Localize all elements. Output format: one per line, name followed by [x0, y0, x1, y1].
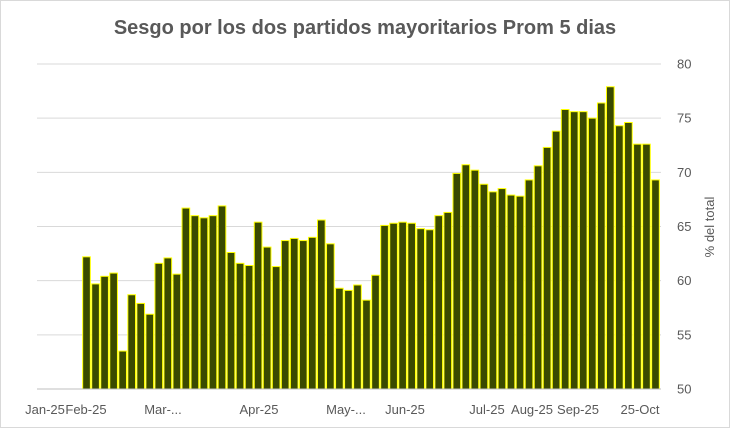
bar — [262, 246, 272, 390]
x-tick-label: Aug-25 — [511, 402, 553, 417]
bar — [425, 229, 435, 390]
bar — [100, 275, 109, 390]
bar — [569, 111, 579, 390]
bar — [289, 237, 299, 390]
bar — [533, 165, 543, 390]
bar — [488, 191, 498, 390]
bar — [596, 102, 606, 390]
chart-title: Sesgo por los dos partidos mayoritarios … — [113, 17, 617, 39]
bar — [217, 205, 227, 390]
bar — [380, 224, 389, 390]
bar — [642, 143, 651, 390]
x-tick-label: Sep-25 — [557, 402, 599, 417]
bar — [181, 207, 191, 390]
bar — [82, 256, 91, 390]
bar — [226, 252, 236, 390]
bar — [461, 164, 471, 390]
bar — [551, 130, 561, 390]
y-axis-title: % del total — [702, 197, 717, 258]
bar — [136, 302, 146, 390]
y-tick-label: 65 — [677, 219, 691, 234]
x-tick-label: 25-Oct — [620, 402, 659, 417]
y-tick-label: 80 — [677, 57, 691, 72]
bar — [271, 266, 281, 390]
x-tick-label: May-... — [326, 402, 366, 417]
bar — [316, 219, 326, 390]
x-tick-label: Feb-25 — [65, 402, 106, 417]
bar — [353, 284, 362, 390]
y-tick-label: 70 — [677, 165, 691, 180]
bar — [118, 350, 127, 390]
bar — [145, 313, 155, 390]
x-tick-label: Mar-... — [144, 402, 182, 417]
bar — [127, 294, 137, 390]
bar — [172, 273, 182, 390]
y-tick-label: 60 — [677, 273, 691, 288]
bar — [605, 86, 615, 390]
bar — [434, 215, 444, 390]
bar — [578, 111, 588, 390]
bar — [389, 222, 398, 390]
x-tick-label: Apr-25 — [239, 402, 278, 417]
y-tick-label: 50 — [677, 382, 691, 397]
bar — [109, 272, 118, 390]
bar — [163, 257, 173, 390]
bar — [298, 240, 308, 390]
bar — [615, 125, 624, 390]
bar — [307, 236, 317, 390]
bar — [362, 299, 371, 390]
bar — [344, 289, 353, 390]
bar — [470, 169, 480, 390]
bar — [235, 262, 245, 390]
bar — [91, 283, 100, 390]
bar — [587, 117, 597, 390]
bar — [515, 195, 525, 390]
bar — [633, 143, 642, 390]
bar — [280, 240, 290, 390]
x-tick-label: Jun-25 — [385, 402, 425, 417]
bar — [624, 122, 633, 390]
y-tick-label: 75 — [677, 111, 691, 126]
bar — [452, 172, 462, 390]
y-tick-label: 55 — [677, 327, 691, 342]
bar — [443, 211, 453, 390]
bar — [542, 146, 552, 390]
bar — [208, 215, 218, 390]
bar — [416, 228, 426, 390]
bar — [479, 183, 489, 390]
bar — [371, 274, 380, 390]
bar — [253, 221, 263, 390]
x-tick-label: Jan-25 — [25, 402, 65, 417]
bar — [398, 221, 407, 390]
bar — [335, 287, 344, 390]
x-tick-label: Jul-25 — [469, 402, 504, 417]
bar — [497, 188, 507, 390]
bar — [524, 179, 534, 390]
bar — [244, 265, 254, 390]
bar — [506, 194, 516, 390]
bar — [651, 179, 660, 390]
bar — [190, 215, 200, 390]
bar — [560, 109, 570, 390]
bar — [199, 217, 209, 390]
bar — [154, 262, 164, 390]
bar — [326, 243, 335, 390]
bar — [407, 222, 416, 390]
